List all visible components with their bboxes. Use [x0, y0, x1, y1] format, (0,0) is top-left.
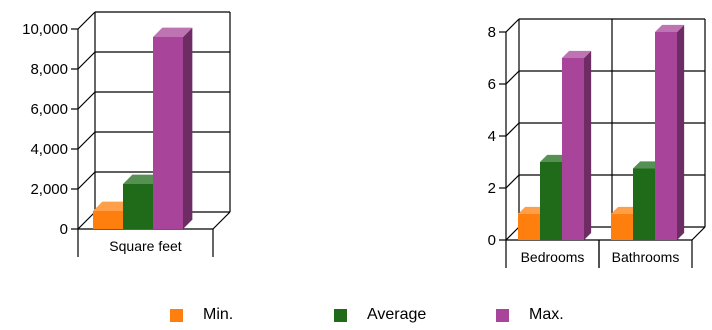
- legend-item-average: Average: [334, 304, 426, 326]
- y-tick-label: 10,000: [22, 21, 68, 38]
- grid-line-depth: [78, 12, 95, 29]
- bar-min: [518, 214, 540, 240]
- legend-label-min: Min.: [203, 306, 233, 324]
- bar-max: [655, 32, 677, 240]
- floor-side-edge: [213, 212, 230, 229]
- legend-label-max: Max.: [529, 306, 564, 324]
- x-category-label: Bathrooms: [612, 249, 680, 265]
- grid-line-depth: [78, 52, 95, 69]
- charts-canvas: 0 2,000 4,000 6,000 8,000 10,000 Square feet 0 2…: [0, 0, 712, 300]
- y-tick-label: 4: [488, 128, 496, 145]
- grid-line-depth: [506, 19, 519, 32]
- y-tick-label: 2,000: [30, 181, 68, 198]
- y-tick-label: 0: [60, 221, 68, 238]
- chart-legend: Min. Average Max.: [0, 304, 712, 328]
- legend-item-max: Max.: [496, 304, 564, 326]
- grid-line-depth: [78, 132, 95, 149]
- grid-line-depth: [506, 227, 519, 240]
- x-category-label: Bedrooms: [521, 249, 585, 265]
- grid-line-depth: [506, 71, 519, 84]
- y-tick-label: 0: [488, 232, 496, 249]
- grid-line-depth: [506, 123, 519, 136]
- legend-label-average: Average: [367, 306, 426, 324]
- legend-item-min: Min.: [170, 304, 233, 326]
- bar-side-max: [183, 28, 192, 229]
- bar-average: [123, 184, 153, 229]
- legend-swatch-average: [334, 309, 347, 322]
- grid-line-depth: [78, 212, 95, 229]
- bar-average: [540, 162, 562, 240]
- y-tick-label: 6: [488, 76, 496, 93]
- y-tick-label: 8,000: [30, 61, 68, 78]
- x-category-label: Square feet: [109, 238, 181, 254]
- legend-swatch-max: [496, 309, 509, 322]
- y-tick-label: 4,000: [30, 141, 68, 158]
- bar-max: [153, 37, 183, 229]
- y-tick-label: 2: [488, 180, 496, 197]
- floor-side-edge: [692, 227, 705, 240]
- y-tick-label: 6,000: [30, 101, 68, 118]
- bar-average: [633, 169, 655, 241]
- grid-line-depth: [78, 92, 95, 109]
- bar-max: [562, 58, 584, 240]
- grid-line-depth: [506, 175, 519, 188]
- grid-line-depth: [78, 172, 95, 189]
- y-tick-label: 8: [488, 24, 496, 41]
- legend-swatch-min: [170, 309, 183, 322]
- bar-min: [93, 211, 123, 229]
- bar-side-max: [584, 51, 591, 240]
- bar-min: [611, 214, 633, 240]
- bar-side-max: [677, 25, 684, 240]
